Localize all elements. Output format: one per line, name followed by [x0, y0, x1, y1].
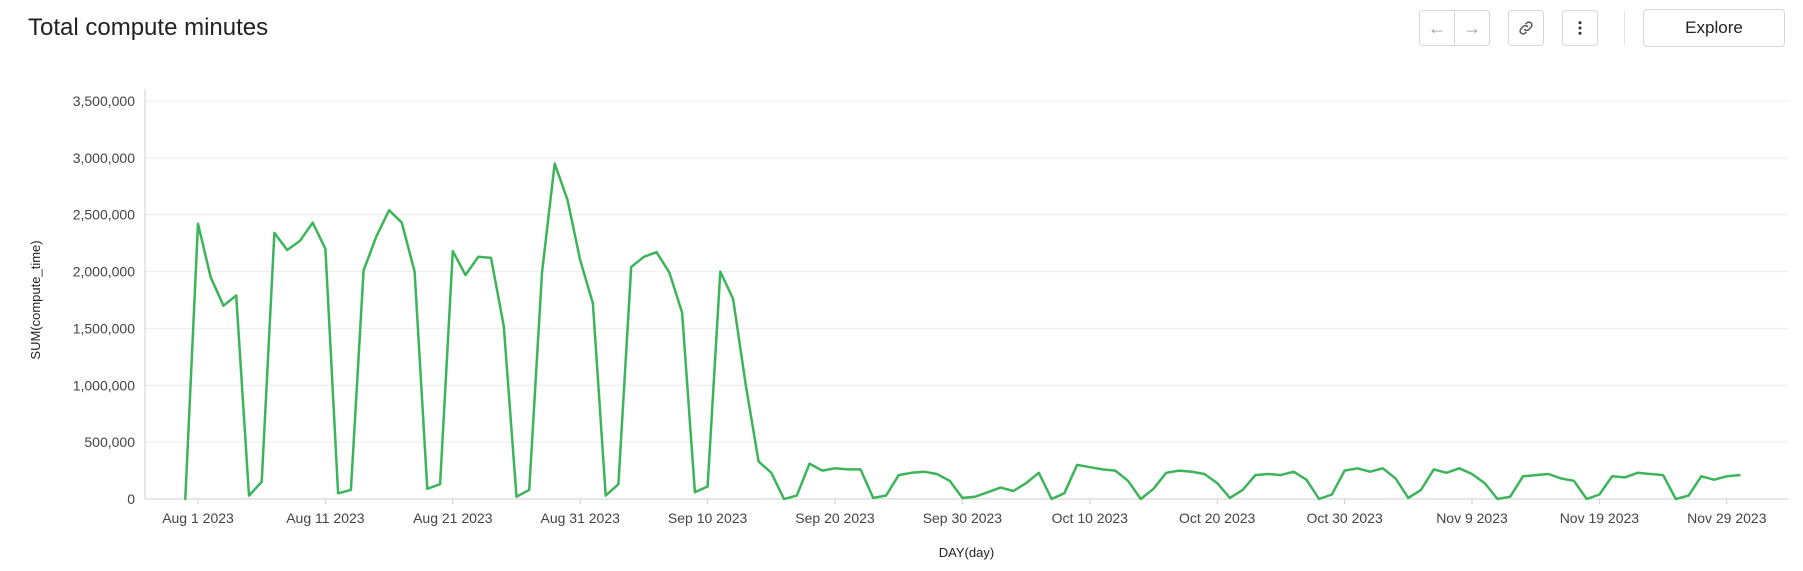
x-tick-label: Aug 31 2023: [540, 510, 620, 526]
x-tick-label: Aug 11 2023: [286, 510, 365, 526]
chart-toolbar: ← → Explore: [1419, 8, 1785, 48]
x-tick-label: Oct 20 2023: [1179, 510, 1255, 526]
x-tick-label: Nov 29 2023: [1687, 510, 1767, 526]
history-nav: ← →: [1419, 10, 1490, 46]
x-tick-label: Oct 30 2023: [1306, 510, 1382, 526]
x-tick-label: Sep 30 2023: [923, 510, 1003, 526]
explore-button[interactable]: Explore: [1643, 9, 1785, 47]
page-title: Total compute minutes: [28, 14, 269, 41]
x-tick-label: Aug 1 2023: [162, 510, 234, 526]
toolbar-divider: [1624, 11, 1625, 45]
link-icon[interactable]: [1508, 10, 1544, 46]
x-tick-label: Sep 20 2023: [795, 510, 875, 526]
arrow-left-icon[interactable]: ←: [1428, 17, 1446, 38]
y-tick-label: 2,500,000: [73, 207, 135, 223]
y-axis-label: SUM(compute_time): [28, 240, 43, 359]
y-tick-label: 3,500,000: [73, 93, 135, 109]
arrow-right-icon[interactable]: →: [1454, 11, 1489, 45]
x-tick-label: Sep 10 2023: [668, 510, 748, 526]
y-tick-label: 1,500,000: [73, 320, 135, 336]
x-axis-label: DAY(day): [939, 545, 994, 560]
y-tick-label: 1,000,000: [73, 377, 135, 393]
x-tick-label: Nov 19 2023: [1560, 510, 1640, 526]
y-tick-label: 2,000,000: [73, 264, 135, 280]
y-tick-label: 500,000: [84, 434, 135, 450]
x-tick-label: Aug 21 2023: [413, 510, 493, 526]
series-line: [184, 162, 1741, 501]
y-tick-label: 0: [127, 491, 135, 507]
x-tick-label: Oct 10 2023: [1052, 510, 1128, 526]
more-vertical-icon[interactable]: [1562, 10, 1598, 46]
y-tick-label: 3,000,000: [73, 150, 135, 166]
x-tick-label: Nov 9 2023: [1436, 510, 1508, 526]
